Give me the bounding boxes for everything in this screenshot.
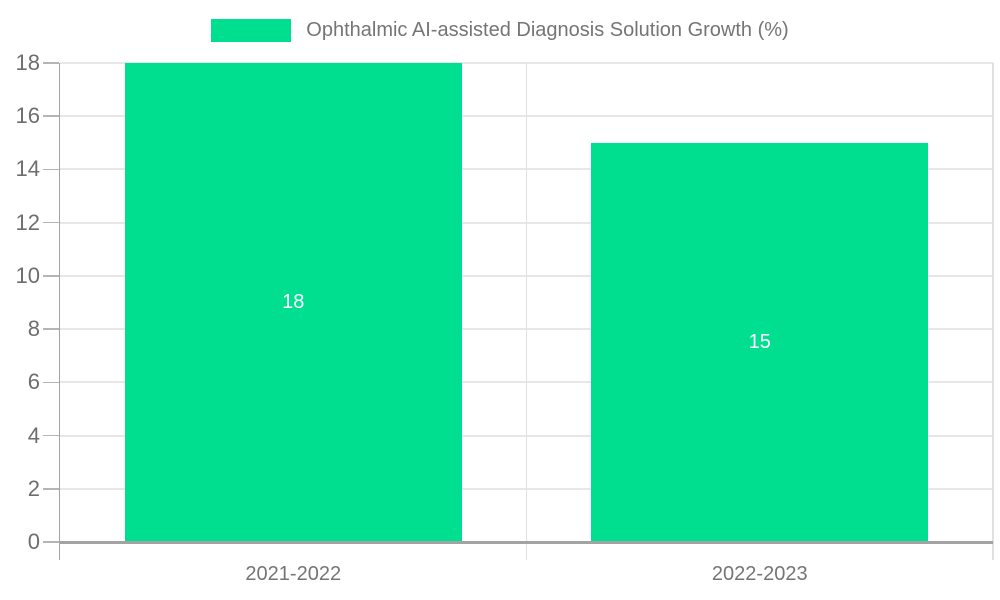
y-tick-mark-16	[43, 115, 59, 117]
bar-2021-2022[interactable]	[124, 63, 462, 542]
y-tick-label-8: 8	[27, 316, 40, 342]
y-tick-mark-2	[43, 488, 59, 490]
x-tick-label-2021-2022: 2021-2022	[245, 562, 342, 585]
y-tick-mark-0	[43, 541, 59, 543]
legend-label: Ophthalmic AI-assisted Diagnosis Solutio…	[306, 19, 789, 41]
y-tick-label-14: 14	[15, 156, 40, 182]
bar-value-label: 15	[748, 330, 771, 353]
legend[interactable]: Ophthalmic AI-assisted Diagnosis Solutio…	[0, 19, 1000, 42]
bar-2022-2023[interactable]	[591, 142, 929, 542]
y-axis-line	[58, 63, 60, 560]
y-tick-mark-8	[43, 328, 59, 330]
y-tick-mark-18	[43, 62, 59, 64]
y-tick-label-18: 18	[15, 50, 40, 75]
bar-value-label: 18	[282, 291, 305, 313]
y-tick-label-6: 6	[27, 369, 40, 395]
y-tick-mark-12	[43, 221, 59, 224]
category-boundary-line-1	[525, 63, 528, 560]
y-tick-label-2: 2	[27, 475, 40, 501]
y-tick-label-10: 10	[15, 262, 40, 288]
category-boundary-line-2	[992, 63, 994, 560]
legend-swatch	[211, 19, 292, 42]
y-tick-mark-4	[43, 434, 59, 437]
y-tick-label-16: 16	[15, 103, 40, 129]
y-tick-mark-10	[43, 275, 59, 277]
x-tick-label-2022-2023: 2022-2023	[711, 562, 808, 585]
x-axis-line	[60, 541, 993, 544]
y-tick-mark-6	[43, 381, 59, 384]
y-tick-label-0: 0	[27, 529, 40, 554]
y-tick-label-4: 4	[27, 422, 40, 448]
y-tick-label-12: 12	[15, 209, 40, 235]
y-tick-mark-14	[43, 168, 59, 171]
